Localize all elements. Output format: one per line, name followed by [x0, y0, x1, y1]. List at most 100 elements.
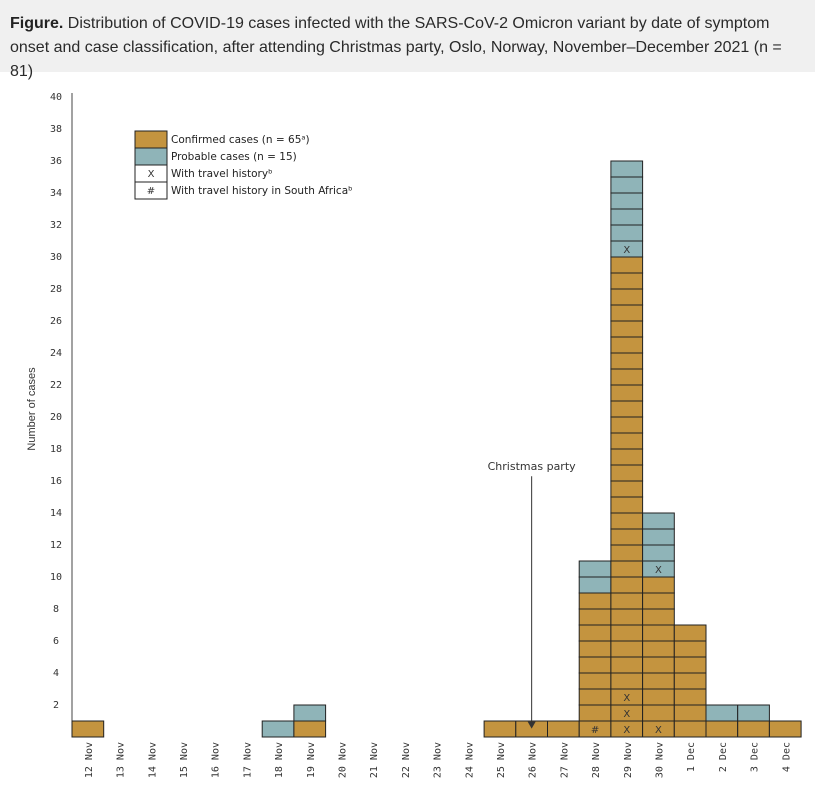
figure-caption: Figure. Distribution of COVID-19 cases i… — [0, 0, 815, 80]
y-tick-label: 26 — [50, 316, 62, 327]
x-tick-label: 25 Nov — [496, 742, 507, 778]
bar-cell-confirmed — [673, 688, 707, 706]
case-marker: X — [623, 693, 630, 704]
bar-cell-confirmed — [642, 592, 675, 610]
bar-cell-confirmed — [768, 720, 802, 738]
bar-cell-confirmed — [610, 352, 644, 370]
epidemic-curve-chart: 246810121416182022242628303234363840Numb… — [26, 92, 802, 778]
bar-cell-confirmed — [610, 640, 644, 658]
bar-cell-probable — [293, 704, 327, 722]
y-tick-label: 36 — [50, 156, 62, 167]
y-tick-label: 16 — [50, 476, 62, 487]
x-tick-label: 20 Nov — [337, 742, 348, 778]
x-tick-label: 30 Nov — [654, 742, 665, 778]
bar-cell-confirmed — [610, 464, 644, 482]
x-tick-label: 13 Nov — [116, 742, 127, 778]
bar-cell-probable — [578, 576, 612, 594]
bar-cell-probable — [642, 528, 675, 546]
x-tick-label: 18 Nov — [274, 742, 285, 778]
bar-cell-confirmed — [610, 368, 644, 386]
bar-cell-confirmed — [610, 496, 644, 514]
bar-cell-confirmed — [610, 336, 644, 354]
annotation-christmas-party: Christmas party — [488, 460, 577, 473]
y-tick-label: 34 — [50, 188, 62, 199]
bar-cell-confirmed — [642, 608, 675, 626]
x-tick-label: 1 Dec — [686, 742, 697, 772]
bar-cell-confirmed — [578, 672, 612, 690]
bar-cell-confirmed — [610, 560, 644, 578]
bar-cell-confirmed — [705, 720, 739, 738]
bar-cell-probable — [610, 160, 644, 178]
x-tick-label: 2 Dec — [718, 742, 729, 772]
x-tick-label: 28 Nov — [591, 742, 602, 778]
x-tick-label: 19 Nov — [306, 742, 317, 778]
x-tick-label: 27 Nov — [559, 742, 570, 778]
y-tick-label: 14 — [50, 508, 62, 519]
y-tick-label: 40 — [50, 92, 62, 103]
legend-swatch-probable — [134, 147, 168, 166]
bar-cell-probable — [610, 192, 644, 210]
bar-cell-confirmed — [737, 720, 770, 738]
bar-cell-confirmed — [642, 688, 675, 706]
case-marker: X — [623, 245, 630, 256]
bar-cell-confirmed — [610, 288, 644, 306]
bar-cell-confirmed — [610, 272, 644, 290]
bar-cell-confirmed — [578, 640, 612, 658]
y-tick-label: 30 — [50, 252, 62, 263]
bar-cell-probable — [642, 512, 675, 530]
bar-cell-confirmed — [610, 608, 644, 626]
bar-cell-confirmed — [610, 304, 644, 322]
y-tick-label: 28 — [50, 284, 62, 295]
x-tick-label: 23 Nov — [433, 742, 444, 778]
caption-label: Figure. — [10, 15, 64, 32]
bar-cell-confirmed — [610, 672, 644, 690]
case-marker: X — [655, 725, 662, 736]
bar-cell-confirmed — [642, 656, 675, 674]
bar-cell-confirmed — [642, 576, 675, 594]
bar-cell-probable — [610, 224, 644, 242]
bar-cell-confirmed — [673, 704, 707, 722]
x-tick-label: 3 Dec — [750, 742, 761, 772]
bar-cell-probable — [642, 544, 675, 562]
case-marker: X — [623, 725, 630, 736]
y-tick-label: 24 — [50, 348, 62, 359]
bar-cell-confirmed — [673, 624, 707, 642]
x-tick-label: 12 Nov — [84, 742, 95, 778]
bar-cell-confirmed — [610, 448, 644, 466]
bar-cell-confirmed — [578, 624, 612, 642]
y-tick-label: 2 — [53, 700, 59, 711]
bar-cell-confirmed — [642, 704, 675, 722]
legend-label: With travel history in South Africaᵇ — [171, 185, 353, 197]
x-tick-label: 21 Nov — [369, 742, 380, 778]
legend-label: With travel historyᵇ — [171, 168, 273, 180]
bar-cell-confirmed — [610, 480, 644, 498]
y-tick-label: 8 — [53, 604, 59, 615]
y-tick-label: 22 — [50, 380, 62, 391]
x-tick-label: 15 Nov — [179, 742, 190, 778]
bar-cell-confirmed — [71, 720, 105, 738]
case-marker: # — [591, 725, 599, 736]
x-tick-label: 26 Nov — [528, 742, 539, 778]
bar-cell-probable — [705, 704, 739, 722]
bar-cell-probable — [610, 176, 644, 194]
y-tick-label: 38 — [50, 124, 62, 135]
bar-cell-confirmed — [610, 656, 644, 674]
bar-cell-confirmed — [293, 720, 327, 738]
x-tick-label: 16 Nov — [211, 742, 222, 778]
bar-cell-confirmed — [610, 320, 644, 338]
bar-cell-probable — [610, 208, 644, 226]
bar-cell-confirmed — [610, 528, 644, 546]
y-tick-label: 6 — [53, 636, 59, 647]
bar-cell-probable — [578, 560, 612, 578]
bar-cell-confirmed — [610, 544, 644, 562]
legend-symbol: X — [148, 169, 155, 180]
case-marker: X — [623, 709, 630, 720]
bar-cell-confirmed — [578, 704, 612, 722]
bar-cell-confirmed — [610, 624, 644, 642]
bar-cell-confirmed — [673, 656, 707, 674]
bar-cell-confirmed — [610, 512, 644, 530]
bar-cell-confirmed — [610, 384, 644, 402]
x-tick-label: 29 Nov — [623, 742, 634, 778]
annotation-arrow-head — [527, 721, 536, 729]
